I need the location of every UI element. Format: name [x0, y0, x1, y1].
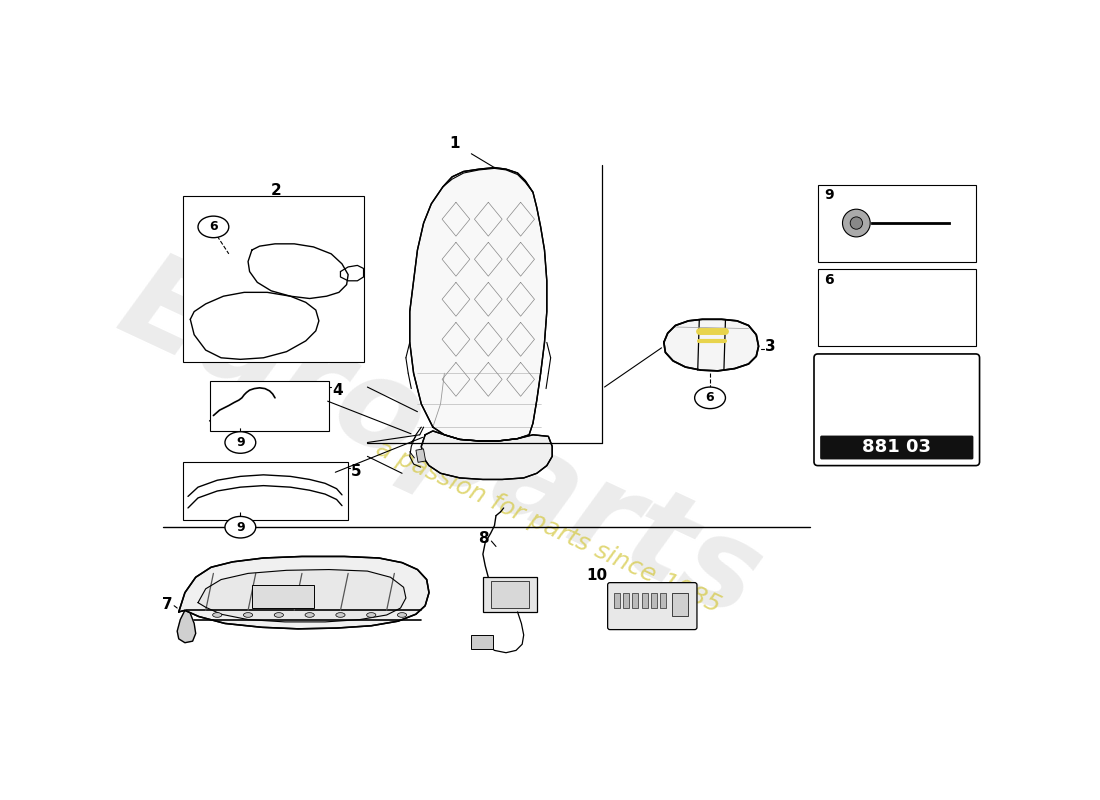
- FancyBboxPatch shape: [821, 435, 974, 459]
- Polygon shape: [409, 168, 547, 441]
- Polygon shape: [421, 431, 552, 479]
- Circle shape: [843, 209, 870, 237]
- FancyBboxPatch shape: [607, 582, 697, 630]
- Ellipse shape: [397, 613, 407, 618]
- Ellipse shape: [366, 613, 376, 618]
- Polygon shape: [178, 557, 429, 629]
- Bar: [209, 381, 329, 431]
- Text: Europarts: Europarts: [101, 242, 780, 643]
- Text: 7: 7: [162, 597, 173, 612]
- Bar: [614, 593, 620, 608]
- Bar: [472, 635, 493, 649]
- Text: 5: 5: [351, 464, 362, 479]
- Ellipse shape: [305, 613, 315, 618]
- Bar: [660, 593, 667, 608]
- Bar: [632, 593, 638, 608]
- Text: 2: 2: [271, 182, 282, 198]
- Ellipse shape: [243, 613, 253, 618]
- Ellipse shape: [695, 387, 726, 409]
- Bar: [818, 185, 976, 262]
- Bar: [183, 462, 348, 519]
- Polygon shape: [664, 319, 759, 371]
- FancyBboxPatch shape: [814, 354, 980, 466]
- Bar: [651, 593, 657, 608]
- Text: 6: 6: [824, 273, 834, 287]
- Text: 1: 1: [449, 137, 460, 151]
- Bar: [641, 593, 648, 608]
- Polygon shape: [190, 292, 319, 359]
- Text: 9: 9: [236, 521, 244, 534]
- Bar: [416, 449, 426, 462]
- Polygon shape: [842, 381, 933, 419]
- Polygon shape: [177, 610, 196, 642]
- Bar: [252, 585, 314, 608]
- Text: a passion for parts since 1985: a passion for parts since 1985: [372, 437, 725, 618]
- Text: 10: 10: [586, 568, 607, 582]
- Bar: [491, 581, 529, 608]
- Text: 9: 9: [824, 188, 834, 202]
- Text: 881 03: 881 03: [862, 438, 931, 456]
- Text: 6: 6: [209, 220, 218, 234]
- Text: 3: 3: [766, 338, 777, 354]
- Bar: [818, 270, 976, 346]
- Text: 6: 6: [706, 391, 714, 404]
- Bar: [483, 578, 537, 612]
- Bar: [183, 196, 363, 362]
- Text: 9: 9: [236, 436, 244, 449]
- Ellipse shape: [274, 613, 284, 618]
- Ellipse shape: [198, 216, 229, 238]
- Ellipse shape: [226, 517, 255, 538]
- Circle shape: [850, 217, 862, 230]
- Bar: [671, 593, 689, 616]
- Polygon shape: [860, 292, 887, 315]
- Ellipse shape: [212, 613, 222, 618]
- Polygon shape: [341, 266, 363, 281]
- Polygon shape: [249, 244, 348, 298]
- Polygon shape: [198, 570, 406, 622]
- Text: 4: 4: [332, 383, 343, 398]
- Ellipse shape: [336, 613, 345, 618]
- Polygon shape: [849, 386, 926, 414]
- Text: 8: 8: [478, 531, 490, 546]
- Ellipse shape: [226, 432, 255, 454]
- Bar: [623, 593, 629, 608]
